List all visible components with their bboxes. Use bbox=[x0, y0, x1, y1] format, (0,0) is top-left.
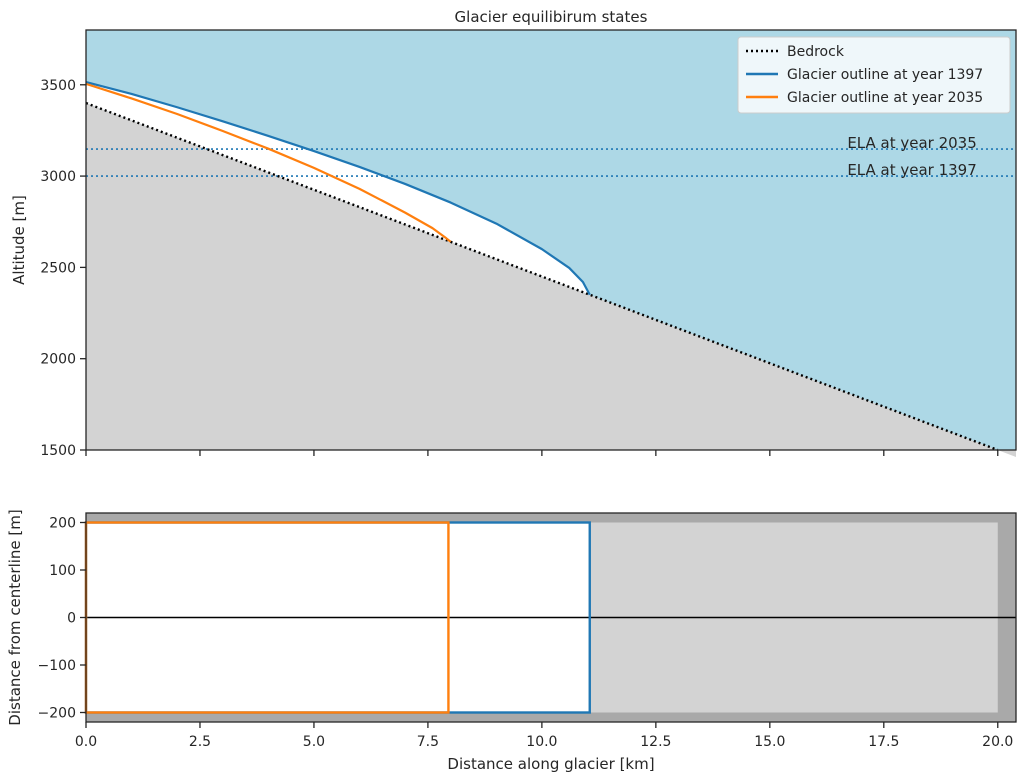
top-panel: ELA at year 2035 ELA at year 1397 1500 200… bbox=[10, 8, 1017, 459]
legend-box bbox=[737, 36, 1011, 114]
top-y-tick-label-3: 3000 bbox=[40, 169, 76, 185]
top-y-tick-label-0: 1500 bbox=[40, 443, 76, 459]
bottom-y-tick-label-0: −200 bbox=[38, 706, 76, 722]
ela-label-1: ELA at year 1397 bbox=[847, 161, 976, 179]
top-y-axis-label: Altitude [m] bbox=[10, 195, 28, 285]
top-y-tick-label-1: 2000 bbox=[40, 352, 76, 368]
bottom-x-tick-label-5: 12.5 bbox=[640, 734, 671, 750]
bottom-y-tick-label-4: 200 bbox=[49, 516, 76, 532]
bottom-y-tick-label-3: 100 bbox=[49, 563, 76, 579]
legend-label-1: Glacier outline at year 1397 bbox=[787, 67, 983, 83]
bottom-x-tick-label-1: 2.5 bbox=[189, 734, 211, 750]
bottom-y-tick-label-2: 0 bbox=[67, 611, 76, 627]
bottom-x-tick-label-7: 17.5 bbox=[868, 734, 899, 750]
bottom-x-tick-label-4: 10.0 bbox=[526, 734, 557, 750]
series-line-1 bbox=[85, 80, 591, 296]
legend-label-2: Glacier outline at year 2035 bbox=[787, 90, 983, 106]
top-y-tick-label-2: 2500 bbox=[40, 260, 76, 276]
top-plot-frame bbox=[85, 29, 1017, 451]
bottom-x-tick-label-8: 20.0 bbox=[982, 734, 1013, 750]
top-y-tick-label-4: 3500 bbox=[40, 78, 76, 94]
series-line-2 bbox=[85, 82, 452, 243]
bottom-y-axis-label: Distance from centerline [m] bbox=[6, 509, 24, 725]
top-chart-title: Glacier equilibirum states bbox=[455, 8, 648, 26]
bottom-x-tick-label-2: 5.0 bbox=[303, 734, 325, 750]
bottom-x-tick-label-3: 7.5 bbox=[417, 734, 439, 750]
legend-label-0: Bedrock bbox=[787, 44, 845, 60]
bottom-x-tick-label-6: 15.0 bbox=[754, 734, 785, 750]
bottom-x-tick-label-0: 0.0 bbox=[75, 734, 97, 750]
bottom-x-axis-label: Distance along glacier [km] bbox=[447, 755, 654, 773]
bottom-panel: 0.0 2.5 5.0 7.5 10.0 12.5 15.0 17.5 20.0 −200 −10… bbox=[6, 509, 1017, 773]
bottom-y-tick-label-1: −100 bbox=[38, 658, 76, 674]
ela-label-0: ELA at year 2035 bbox=[847, 134, 976, 152]
glacier-ice-fill bbox=[86, 82, 590, 295]
legend: Bedrock Glacier outline at year 1397 Glaci… bbox=[737, 36, 1011, 114]
